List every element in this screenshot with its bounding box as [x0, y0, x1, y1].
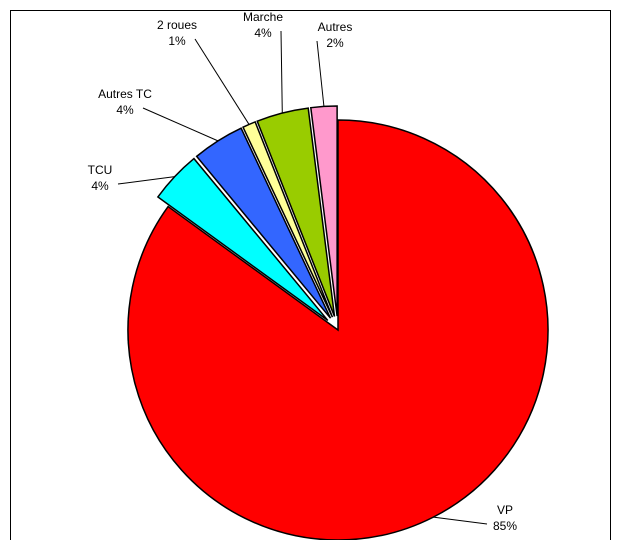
slice-value-label: 4%: [116, 103, 134, 117]
slice-label: Autres TC: [98, 87, 152, 101]
pie-slice: [195, 127, 332, 319]
pie-slice: [256, 107, 336, 317]
leader-line: [280, 30, 283, 114]
pie-slice: [309, 105, 338, 317]
leader-line: [117, 176, 175, 185]
slice-value-label: 1%: [168, 34, 186, 48]
slice-value-label: 4%: [254, 26, 272, 40]
slice-label: VP: [497, 503, 513, 517]
pie-slice: [127, 119, 549, 541]
slice-label: Marche: [243, 10, 283, 24]
pie-slice: [156, 157, 329, 322]
slice-value-label: 85%: [493, 519, 517, 533]
leader-line: [433, 516, 488, 525]
leader-line: [194, 38, 250, 125]
slice-label: TCU: [88, 163, 113, 177]
slice-label: Autres: [318, 20, 353, 34]
slice-value-label: 2%: [326, 36, 344, 50]
slice-label: 2 roues: [157, 18, 197, 32]
leader-line: [316, 40, 325, 107]
slice-value-label: 4%: [91, 179, 109, 193]
leader-line: [142, 107, 219, 142]
